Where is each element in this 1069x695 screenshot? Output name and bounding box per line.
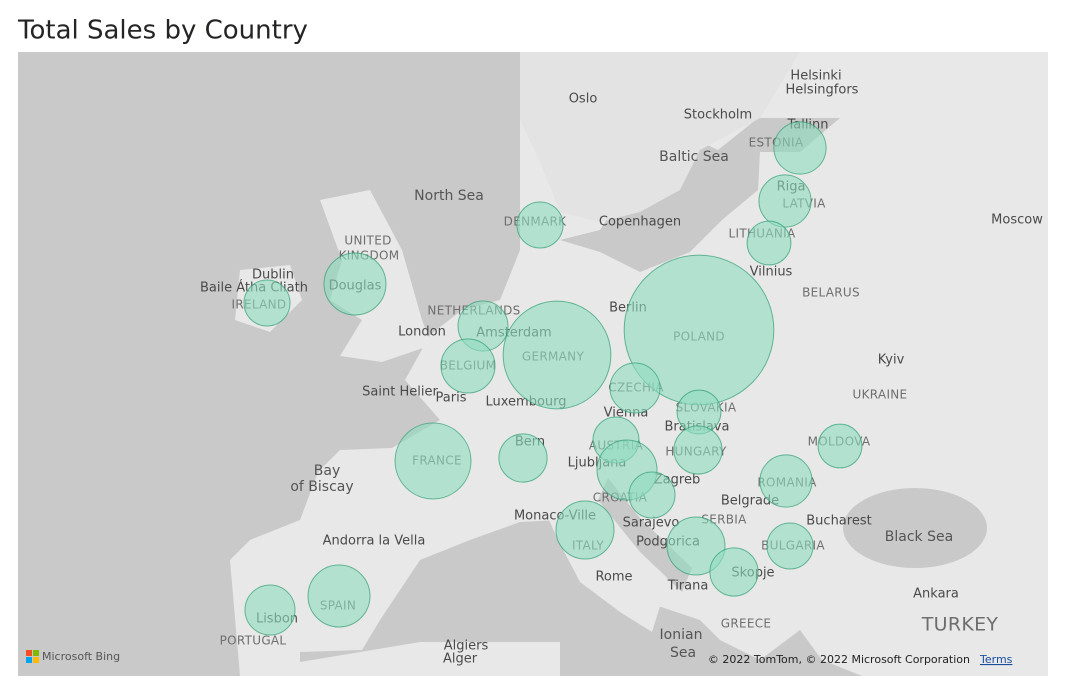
bubble <box>628 471 676 519</box>
map-label: UNITED <box>344 234 391 248</box>
bubble <box>666 516 726 576</box>
black-sea <box>843 488 987 568</box>
map-label: Ankara <box>913 587 959 602</box>
map-label: Helsingfors <box>786 83 859 98</box>
bubble <box>440 338 496 394</box>
map-label: Sea <box>670 645 696 661</box>
map-label: Oslo <box>569 92 598 107</box>
bubble <box>746 220 792 266</box>
map-label: TURKEY <box>921 614 999 636</box>
bubble <box>307 564 371 628</box>
bubble <box>516 201 564 249</box>
atlantic <box>18 52 520 676</box>
map-label: BELARUS <box>802 286 860 300</box>
map-label: Baltic Sea <box>659 149 729 165</box>
bubble <box>766 522 814 570</box>
bubble <box>502 300 612 410</box>
bubble <box>323 252 387 316</box>
map-label: Bay <box>314 463 340 479</box>
map-label: Belgrade <box>721 494 779 509</box>
map-label: Dublin <box>252 268 294 283</box>
map-label: Black Sea <box>885 529 953 545</box>
logo-square <box>33 657 39 663</box>
map-label: Sarajevo <box>623 516 680 531</box>
map-label: Copenhagen <box>599 215 681 230</box>
bubble <box>817 423 863 469</box>
baltic <box>560 118 840 272</box>
map-label: Alger <box>443 652 478 667</box>
bubble <box>759 454 813 508</box>
map-label: London <box>398 325 446 340</box>
map-label: Rome <box>595 570 632 585</box>
attribution: © 2022 TomTom, © 2022 Microsoft Corporat… <box>708 653 970 666</box>
map-label: Ionian <box>660 627 703 643</box>
bubbles <box>243 121 863 636</box>
map-label: GREECE <box>721 617 772 631</box>
map-label: Stockholm <box>684 108 752 123</box>
map-label: Helsinki <box>790 69 841 84</box>
map-label: Vilnius <box>750 265 793 280</box>
bubble <box>773 121 827 175</box>
logo-square <box>26 657 32 663</box>
bubble <box>709 547 759 597</box>
logo-text: Microsoft Bing <box>42 650 120 663</box>
bing-logo: Microsoft Bing <box>26 650 120 663</box>
africa-land <box>300 642 560 676</box>
map-label: Moscow <box>991 213 1043 228</box>
bubble <box>555 500 615 560</box>
bubble <box>673 425 723 475</box>
map-label: UKRAINE <box>853 388 908 402</box>
map-label: Kyiv <box>878 353 905 368</box>
bubble <box>498 433 548 483</box>
map-label: Paris <box>436 391 467 406</box>
map-label: of Biscay <box>290 479 353 495</box>
bubble <box>244 584 296 636</box>
map-label: Andorra la Vella <box>323 534 426 549</box>
bubble <box>394 422 472 500</box>
terms-link[interactable]: Terms <box>979 653 1013 666</box>
scandinavia-land <box>520 52 800 222</box>
map-label: PORTUGAL <box>220 634 287 648</box>
bubble <box>243 279 291 327</box>
map-label: Saint Helier <box>362 385 438 400</box>
bubble <box>609 362 661 414</box>
map-label: Tirana <box>667 579 709 594</box>
adriatic <box>598 478 692 592</box>
map-label: North Sea <box>414 188 484 204</box>
logo-square <box>26 650 32 656</box>
chart-title: Total Sales by Country <box>17 16 308 46</box>
mediterranean <box>300 520 862 676</box>
logo-square <box>33 650 39 656</box>
bubble <box>758 174 812 228</box>
map-label: Algiers <box>444 639 489 654</box>
map-label: Bucharest <box>806 514 871 529</box>
